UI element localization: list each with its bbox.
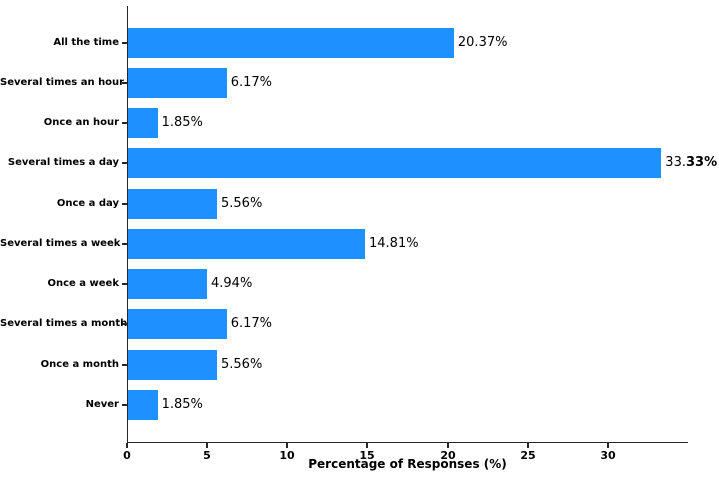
bar-several-times-an-hour: 6.17% [128,68,272,98]
y-axis-tick-mark [122,122,127,124]
bar-row: Never 1.85% [0,390,719,420]
bar-value-label: 20.37% [457,35,508,50]
x-axis-tick-mark [366,443,368,448]
bar-value-label: 14.81% [369,236,419,251]
bar-all-the-time: 20.37% [128,28,507,58]
y-axis-category-label: Once a week [47,278,120,289]
y-axis-category-label: Once an hour [43,117,119,128]
x-axis-tick-mark [447,443,449,448]
plot-area [127,6,688,443]
x-axis-tick-label: 30 [600,449,616,462]
x-axis-tick-label: 25 [520,449,536,462]
bar-row: Several times a day 33.33% [0,148,719,178]
x-axis-tick-label: 15 [359,449,375,462]
x-axis-tick-mark [126,443,128,448]
y-axis-category-label: Never [85,399,119,410]
bar-value-label: 33.33% [665,155,718,170]
y-axis-tick-mark [122,42,127,44]
y-axis-category-label: Once a month [40,359,119,370]
bar-several-times-a-month: 6.17% [128,309,272,339]
x-axis-tick-mark [607,443,609,448]
bar-once-a-week: 4.94% [128,269,252,299]
x-axis-tick-mark [527,443,529,448]
bar-row: Once a month 5.56% [0,350,719,380]
y-axis-tick-mark [122,364,127,366]
bar-row: Several times a month 6.17% [0,309,719,339]
x-axis-title: Percentage of Responses (%) [308,457,507,471]
bar-row: All the time 20.37% [0,28,719,58]
bar-row: Several times an hour 6.17% [0,68,719,98]
bar-several-times-a-day: 33.33% [128,148,717,178]
y-axis-tick-mark [122,203,127,205]
bar-value-label: 6.17% [230,75,272,90]
y-axis-tick-mark [122,283,127,285]
x-axis-tick-mark [206,443,208,448]
bar-row: Several times a week 14.81% [0,229,719,259]
x-axis-tick-label: 5 [203,449,211,462]
x-axis-tick-label: 20 [440,449,456,462]
y-axis-category-label: Several times a month [0,318,128,329]
y-axis-tick-mark [122,404,127,406]
bar-once-a-month: 5.56% [128,350,262,380]
y-axis-category-label: Several times an hour [0,77,125,88]
bar-value-label: 5.56% [221,357,263,372]
y-axis-tick-mark [122,162,127,164]
bar-row: Once a week 4.94% [0,269,719,299]
y-axis-category-label: Once a day [56,198,119,209]
bar-once-an-hour: 1.85% [128,108,203,138]
y-axis-tick-mark [122,243,127,245]
bar-value-label: 1.85% [161,115,203,130]
bar-row: Once an hour 1.85% [0,108,719,138]
y-axis-category-label: Several times a day [7,157,119,168]
x-axis-tick-label: 10 [279,449,295,462]
bar-never: 1.85% [128,390,203,420]
bar-row: Once a day 5.56% [0,189,719,219]
y-axis-category-label: Several times a week [0,238,121,249]
y-axis-tick-mark [122,82,127,84]
bar-once-a-day: 5.56% [128,189,262,219]
x-axis-tick-mark [286,443,288,448]
y-axis-category-label: All the time [53,37,119,48]
bar-value-label: 1.85% [161,397,203,412]
y-axis-tick-mark [122,323,127,325]
bar-value-label: 6.17% [230,316,272,331]
bar-several-times-a-week: 14.81% [128,229,419,259]
x-axis-tick-label: 0 [123,449,131,462]
bar-value-label: 5.56% [221,196,263,211]
bar-value-label: 4.94% [211,276,253,291]
